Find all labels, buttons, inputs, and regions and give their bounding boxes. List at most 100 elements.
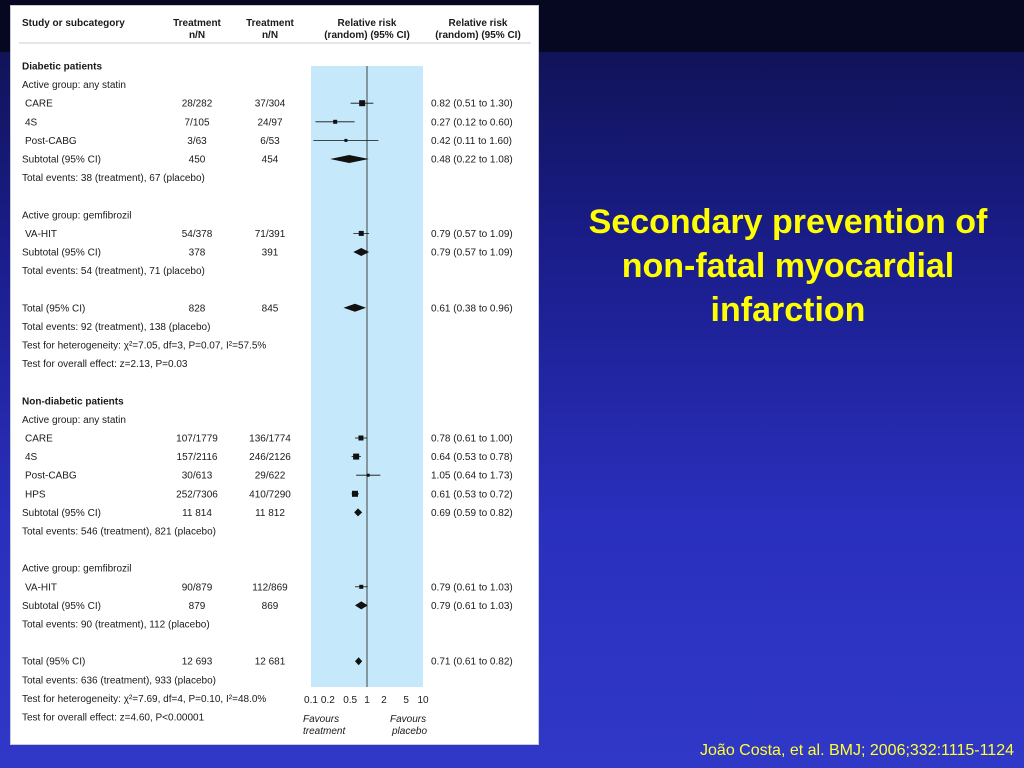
subtotal-label: Subtotal (95% CI) — [22, 155, 101, 166]
pooled-diamond — [353, 248, 370, 256]
rr-ci-text: 0.82 (0.51 to 1.30) — [431, 99, 513, 110]
row-text: Total events: 636 (treatment), 933 (plac… — [22, 675, 216, 686]
point-estimate — [333, 119, 338, 124]
slide-title: Secondary prevention of non-fatal myocar… — [588, 203, 988, 329]
rr-ci-text: 0.79 (0.61 to 1.03) — [431, 582, 513, 593]
treatment-count: 30/613 — [182, 471, 213, 482]
control-count: 869 — [262, 601, 279, 612]
study-label: HPS — [25, 489, 46, 500]
header-treatment-nN: n/N — [189, 30, 205, 41]
rr-ci-text: 0.69 (0.59 to 0.82) — [431, 508, 513, 519]
treatment-count: 90/879 — [182, 582, 213, 593]
control-count: 37/304 — [255, 99, 286, 110]
subtotal-label: Subtotal (95% CI) — [22, 508, 101, 519]
forest-plot-panel: Study or subcategory Treatment n/N Treat… — [10, 5, 539, 745]
control-count: 112/869 — [252, 582, 288, 593]
row-text: Active group: any statin — [22, 80, 126, 91]
treatment-count: 3/63 — [187, 136, 207, 147]
control-count: 11 812 — [255, 508, 285, 519]
column-headers: Study or subcategory Treatment n/N Treat… — [22, 18, 521, 41]
rr-ci-text: 0.61 (0.38 to 0.96) — [431, 303, 513, 314]
subtotal-label: Subtotal (95% CI) — [22, 601, 101, 612]
header-rr-plot-ci: (random) (95% CI) — [324, 30, 410, 41]
point-estimate — [366, 473, 370, 477]
row-text: Total events: 38 (treatment), 67 (placeb… — [22, 173, 205, 184]
header-study: Study or subcategory — [22, 18, 125, 29]
favours-treatment-line2: treatment — [303, 726, 346, 737]
pooled-diamond — [330, 155, 369, 163]
row-text: Total events: 92 (treatment), 138 (place… — [22, 322, 210, 333]
section-label: Diabetic patients — [22, 62, 102, 73]
section-label: Non-diabetic patients — [22, 396, 124, 407]
row-text: Test for heterogeneity: χ²=7.05, df=3, P… — [22, 341, 266, 352]
control-count: 454 — [262, 155, 279, 166]
subtotal-label: Subtotal (95% CI) — [22, 248, 101, 259]
control-count: 6/53 — [260, 136, 280, 147]
rr-ci-text: 0.42 (0.11 to 1.60) — [431, 136, 512, 147]
study-label: 4S — [25, 117, 38, 128]
forest-plot: Study or subcategory Treatment n/N Treat… — [19, 18, 531, 737]
control-count: 136/1774 — [249, 434, 291, 445]
row-text: Test for overall effect: z=2.13, P=0.03 — [22, 359, 188, 370]
x-tick-label: 2 — [381, 695, 387, 706]
treatment-count: 828 — [189, 303, 206, 314]
row-text: Active group: gemfibrozil — [22, 564, 132, 575]
rr-ci-text: 0.79 (0.61 to 1.03) — [431, 601, 513, 612]
pooled-diamond — [354, 601, 368, 610]
point-estimate — [359, 100, 366, 107]
header-control-nN: n/N — [262, 30, 278, 41]
control-count: 71/391 — [255, 229, 286, 240]
treatment-count: 450 — [189, 155, 206, 166]
control-count: 410/7290 — [249, 489, 291, 500]
header-treatment: Treatment — [173, 18, 221, 29]
x-axis-ticks: 0.1 0.2 0.5 1 2 5 10 — [304, 695, 429, 706]
control-count: 24/97 — [257, 117, 282, 128]
point-estimate — [344, 138, 348, 142]
rr-ci-text: 0.79 (0.57 to 1.09) — [431, 248, 513, 259]
row-text: Active group: any statin — [22, 415, 126, 426]
total-label: Total (95% CI) — [22, 303, 85, 314]
x-tick-label: 1 — [364, 695, 370, 706]
x-tick-label: 0.2 — [321, 695, 335, 706]
rr-ci-text: 0.64 (0.53 to 0.78) — [431, 452, 513, 463]
header-rr-text-ci: (random) (95% CI) — [435, 30, 521, 41]
study-label: VA-HIT — [25, 582, 57, 593]
header-rr-text: Relative risk — [449, 18, 508, 29]
x-tick-label: 5 — [403, 695, 409, 706]
control-count: 246/2126 — [249, 452, 291, 463]
treatment-count: 157/2116 — [177, 452, 218, 463]
point-estimate — [358, 230, 364, 236]
total-label: Total (95% CI) — [22, 657, 85, 668]
study-label: Post-CABG — [25, 136, 77, 147]
favours-treatment-line1: Favours — [303, 714, 339, 725]
row-text: Total events: 54 (treatment), 71 (placeb… — [22, 266, 205, 277]
treatment-count: 378 — [189, 248, 206, 259]
point-estimate — [351, 490, 358, 497]
favours-placebo-line2: placebo — [391, 726, 427, 737]
treatment-count: 7/105 — [184, 117, 209, 128]
forest-rows: Diabetic patients Active group: any stati… — [22, 62, 513, 724]
favours-labels: Favours treatment Favours placebo — [303, 714, 427, 737]
point-estimate — [353, 453, 360, 460]
study-label: CARE — [25, 434, 53, 445]
treatment-count: 879 — [189, 601, 206, 612]
point-estimate — [358, 435, 364, 441]
study-label: VA-HIT — [25, 229, 57, 240]
header-rr-plot: Relative risk — [338, 18, 397, 29]
rr-ci-text: 0.61 (0.53 to 0.72) — [431, 489, 513, 500]
favours-placebo-line1: Favours — [390, 714, 426, 725]
treatment-count: 28/282 — [182, 99, 213, 110]
row-text: Active group: gemfibrozil — [22, 210, 132, 221]
pooled-diamond — [343, 303, 367, 312]
row-text: Total events: 90 (treatment), 112 (place… — [22, 620, 210, 631]
x-tick-label: 0.1 — [304, 695, 318, 706]
pooled-diamond — [354, 657, 363, 666]
control-count: 845 — [262, 303, 279, 314]
treatment-count: 11 814 — [182, 508, 212, 519]
row-text: Test for heterogeneity: χ²=7.69, df=4, P… — [22, 694, 266, 705]
row-text: Total events: 546 (treatment), 821 (plac… — [22, 527, 216, 538]
header-control: Treatment — [246, 18, 294, 29]
x-tick-label: 0.5 — [343, 695, 357, 706]
rr-ci-text: 0.78 (0.61 to 1.00) — [431, 434, 513, 445]
control-count: 29/622 — [255, 471, 286, 482]
